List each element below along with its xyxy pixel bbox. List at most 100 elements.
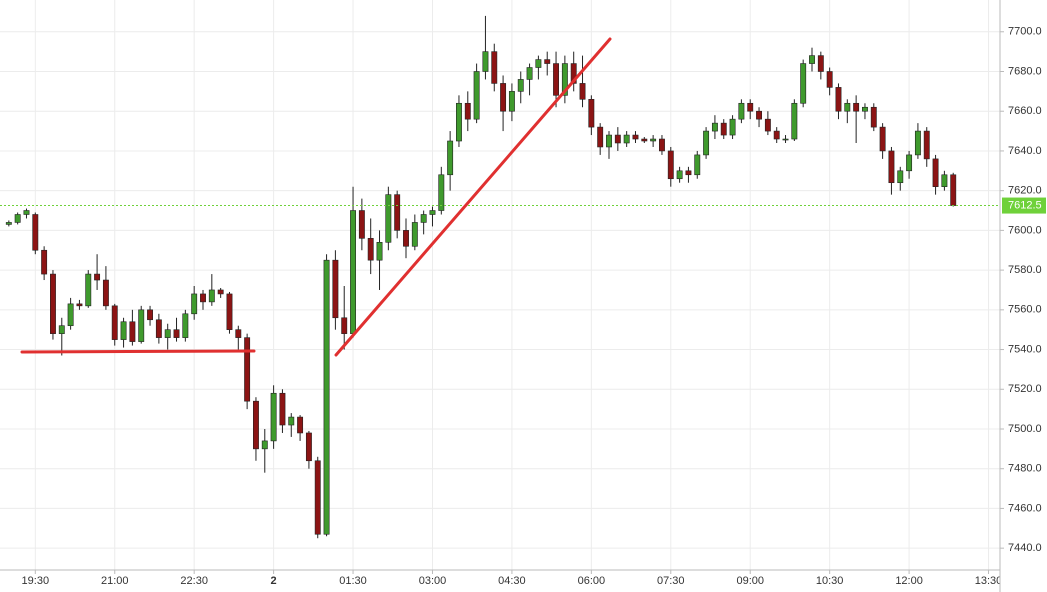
y-tick-label: 7600.0 [1008, 224, 1042, 236]
candle-body [226, 293, 233, 330]
candle-body [341, 317, 348, 334]
candle-body [667, 150, 674, 180]
candle-body [270, 392, 277, 442]
candle-body [491, 51, 498, 84]
candle-body [544, 59, 551, 64]
candle-body [711, 122, 718, 132]
candle-body [438, 174, 445, 211]
x-tick-label: 2 [271, 575, 277, 587]
candle-body [164, 329, 171, 338]
candle-body [914, 130, 921, 156]
y-tick-label: 7680.0 [1008, 65, 1042, 77]
candle-body [147, 309, 153, 321]
candle-body [606, 134, 612, 148]
candle-body [906, 154, 913, 172]
x-tick-label: 21:00 [101, 575, 129, 587]
candles [0, 15, 1000, 539]
candle-body [579, 83, 586, 100]
candle-body [76, 303, 83, 307]
candle-body [588, 99, 595, 128]
candle-body [800, 63, 807, 104]
candle-body [85, 273, 92, 307]
candle-body [41, 249, 48, 275]
candle-body [561, 63, 568, 96]
candle-body [244, 337, 251, 402]
y-tick-label: 7540.0 [1008, 343, 1042, 355]
candle-body [385, 194, 392, 243]
candle-body [358, 210, 365, 239]
candle-body [235, 329, 242, 338]
candle-body [870, 106, 877, 128]
last-price-badge [1002, 197, 1046, 214]
candle-body [5, 222, 12, 225]
x-tick-label: 03:00 [419, 575, 447, 587]
candle-body [756, 110, 762, 120]
y-axis-panel [1000, 0, 1047, 592]
candle-body [597, 126, 604, 148]
candle-body [305, 432, 312, 462]
y-tick-label: 7700.0 [1008, 26, 1042, 38]
candle-body [720, 122, 727, 136]
candle-body [879, 126, 886, 152]
candle-body [376, 241, 383, 261]
candle-body [420, 214, 427, 223]
candle-body [835, 87, 842, 112]
candle-body [659, 138, 665, 152]
candle-body [120, 321, 127, 340]
candle-body [297, 416, 304, 434]
candle-body [208, 289, 215, 303]
candle-body [182, 313, 189, 338]
y-tick-label: 7480.0 [1008, 463, 1042, 475]
candle-body [500, 83, 507, 112]
candle-body [429, 210, 436, 215]
candle-body [102, 279, 109, 307]
candle-body [623, 134, 630, 144]
candle-body [614, 134, 621, 144]
x-axis: 19:30 21:00 22:30 2 01:30 03:00 04:30 06:00 07:3… [22, 570, 1003, 587]
candle-body [650, 138, 657, 142]
candle-body [826, 71, 833, 88]
candle-body [932, 158, 939, 187]
candle-body [67, 303, 74, 327]
support-line [20, 349, 256, 354]
candle-body [367, 238, 374, 261]
x-tick-label: 13:30 [975, 575, 1003, 587]
candle-body [314, 460, 321, 535]
x-tick-label: 06:00 [578, 575, 606, 587]
candle-body [897, 170, 904, 184]
candle-body [332, 259, 339, 319]
candle-body [279, 392, 286, 426]
candle-body [535, 59, 542, 68]
candle-body [809, 55, 815, 64]
candle-body [641, 138, 648, 142]
candle-body [350, 210, 356, 334]
y-tick-label: 7620.0 [1008, 185, 1042, 197]
candle-body [923, 130, 930, 160]
y-tick-label: 7560.0 [1008, 304, 1042, 316]
candle-body [50, 273, 56, 334]
y-tick-label: 7580.0 [1008, 264, 1042, 276]
candle-body [14, 214, 21, 223]
last-price-label: 7612.5 [1008, 199, 1042, 211]
trend-line [334, 37, 612, 357]
grid [0, 0, 1000, 570]
candle-body [553, 63, 559, 96]
candle-body [694, 154, 701, 176]
candle-body [570, 63, 577, 84]
candle-body [941, 174, 948, 187]
candle-body [508, 91, 515, 112]
candle-body [473, 71, 480, 120]
candle-body [191, 293, 198, 315]
candle-body [288, 416, 295, 426]
candle-body [111, 305, 118, 340]
candle-body [764, 118, 771, 132]
x-tick-label: 01:30 [339, 575, 367, 587]
x-tick-label: 12:00 [895, 575, 923, 587]
y-tick-label: 7640.0 [1008, 145, 1042, 157]
candle-body [782, 138, 789, 141]
x-tick-label: 09:00 [736, 575, 764, 587]
candle-body [747, 102, 754, 112]
candle-body [950, 174, 957, 206]
